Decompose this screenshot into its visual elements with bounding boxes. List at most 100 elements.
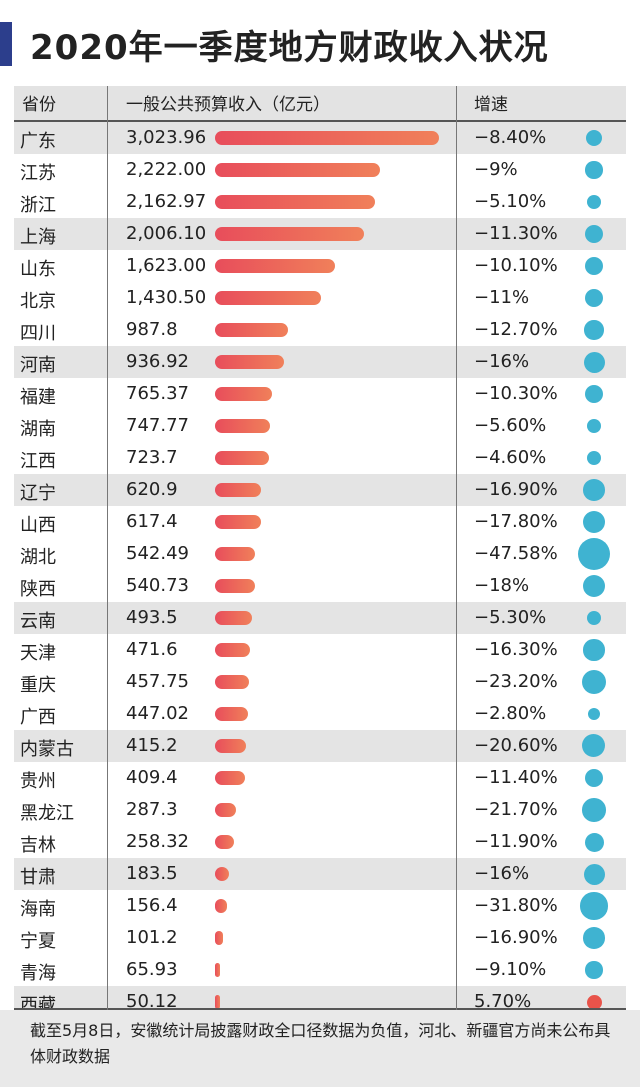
- growth-bubble: [578, 538, 610, 570]
- province-label: 内蒙古: [20, 739, 74, 760]
- growth-value: −9%: [474, 159, 518, 180]
- province-label: 辽宁: [20, 483, 56, 504]
- revenue-bar: [215, 323, 289, 337]
- revenue-value: 183.5: [126, 863, 178, 884]
- revenue-bar: [215, 419, 271, 433]
- table-row: 吉林 258.32 −11.90%: [14, 826, 626, 858]
- table-row: 湖北 542.49 −47.58%: [14, 538, 626, 570]
- growth-bubble: [586, 418, 602, 434]
- revenue-bar: [215, 515, 261, 529]
- growth-value: −16.30%: [474, 639, 558, 660]
- growth-bubble: [584, 320, 604, 340]
- revenue-bar: [215, 355, 285, 369]
- province-label: 甘肃: [20, 867, 56, 888]
- table-row: 辽宁 620.9 −16.90%: [14, 474, 626, 506]
- revenue-bar: [215, 163, 380, 177]
- header-revenue: 一般公共预算收入（亿元）: [126, 95, 330, 115]
- table-row: 湖南 747.77 −5.60%: [14, 410, 626, 442]
- column-divider: [456, 86, 457, 1010]
- revenue-value: 542.49: [126, 543, 189, 564]
- bottom-rule: [14, 1008, 626, 1010]
- revenue-bar: [215, 611, 252, 625]
- table-row: 云南 493.5 −5.30%: [14, 602, 626, 634]
- revenue-bar: [215, 899, 227, 913]
- revenue-value: 1,623.00: [126, 255, 207, 276]
- growth-bubble: [582, 798, 606, 822]
- table-row: 江苏 2,222.00 −9%: [14, 154, 626, 186]
- table-row: 山东 1,623.00 −10.10%: [14, 250, 626, 282]
- revenue-value: 3,023.96: [126, 127, 207, 148]
- revenue-value: 617.4: [126, 511, 178, 532]
- revenue-value: 415.2: [126, 735, 178, 756]
- growth-value: 5.70%: [474, 991, 532, 1012]
- province-label: 海南: [20, 899, 56, 920]
- page-title: 2020年一季度地方财政收入状况: [30, 28, 549, 68]
- growth-bubble: [584, 768, 604, 788]
- growth-bubble: [584, 224, 604, 244]
- revenue-value: 65.93: [126, 959, 178, 980]
- province-label: 上海: [20, 227, 56, 248]
- revenue-bar: [215, 867, 229, 881]
- province-label: 湖南: [20, 419, 56, 440]
- revenue-bar: [215, 387, 272, 401]
- province-label: 福建: [20, 387, 56, 408]
- province-label: 云南: [20, 611, 56, 632]
- table-row: 内蒙古 415.2 −20.60%: [14, 730, 626, 762]
- growth-bubble: [583, 511, 605, 533]
- province-label: 山东: [20, 259, 56, 280]
- table-row: 宁夏 101.2 −16.90%: [14, 922, 626, 954]
- column-divider: [107, 86, 108, 1010]
- growth-value: −8.40%: [474, 127, 547, 148]
- growth-bubble: [580, 892, 608, 920]
- growth-value: −16%: [474, 351, 530, 372]
- revenue-value: 765.37: [126, 383, 189, 404]
- table-row: 北京 1,430.50 −11%: [14, 282, 626, 314]
- table-row: 广西 447.02 −2.80%: [14, 698, 626, 730]
- growth-bubble: [585, 385, 604, 404]
- revenue-bar: [215, 451, 269, 465]
- revenue-bar: [215, 995, 220, 1009]
- table-row: 青海 65.93 −9.10%: [14, 954, 626, 986]
- revenue-bar: [215, 227, 364, 241]
- growth-bubble: [584, 832, 604, 852]
- growth-bubble: [587, 707, 601, 721]
- revenue-value: 2,162.97: [126, 191, 207, 212]
- revenue-bar: [215, 675, 249, 689]
- revenue-value: 471.6: [126, 639, 178, 660]
- table-row: 上海 2,006.10 −11.30%: [14, 218, 626, 250]
- growth-value: −11.40%: [474, 767, 558, 788]
- growth-bubble: [583, 863, 605, 885]
- growth-value: −11.30%: [474, 223, 558, 244]
- growth-value: −31.80%: [474, 895, 558, 916]
- revenue-bar: [215, 259, 336, 273]
- province-label: 贵州: [20, 771, 56, 792]
- revenue-bar: [215, 835, 235, 849]
- province-label: 重庆: [20, 675, 56, 696]
- revenue-value: 987.8: [126, 319, 178, 340]
- growth-value: −47.58%: [474, 543, 558, 564]
- growth-bubble: [585, 961, 603, 979]
- province-label: 吉林: [20, 835, 56, 856]
- province-label: 江苏: [20, 163, 56, 184]
- footnote: 截至5月8日，安徽统计局披露财政全口径数据为负值，河北、新疆官方尚未公布具体财政…: [30, 1021, 611, 1066]
- growth-value: −16%: [474, 863, 530, 884]
- revenue-value: 936.92: [126, 351, 189, 372]
- province-label: 北京: [20, 291, 56, 312]
- revenue-value: 620.9: [126, 479, 178, 500]
- revenue-bar: [215, 579, 256, 593]
- growth-value: −5.30%: [474, 607, 547, 628]
- table-row: 福建 765.37 −10.30%: [14, 378, 626, 410]
- growth-bubble: [583, 351, 605, 373]
- growth-value: −16.90%: [474, 927, 558, 948]
- revenue-bar: [215, 131, 439, 145]
- province-label: 湖北: [20, 547, 56, 568]
- revenue-value: 1,430.50: [126, 287, 207, 308]
- province-label: 四川: [20, 323, 56, 344]
- growth-value: −16.90%: [474, 479, 558, 500]
- growth-value: −11.90%: [474, 831, 558, 852]
- growth-bubble: [586, 194, 602, 210]
- province-label: 广东: [20, 131, 56, 152]
- table-row: 江西 723.7 −4.60%: [14, 442, 626, 474]
- growth-value: −23.20%: [474, 671, 558, 692]
- growth-value: −10.10%: [474, 255, 558, 276]
